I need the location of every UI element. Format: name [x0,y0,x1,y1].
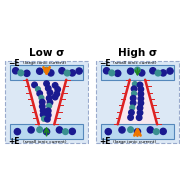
Text: +E: +E [99,137,110,146]
Text: −E: −E [8,59,20,67]
Circle shape [134,129,141,135]
Circle shape [139,70,145,76]
Text: (large ionic current): (large ionic current) [23,61,66,65]
Text: (large ionic current): (large ionic current) [114,140,157,144]
Circle shape [40,112,46,118]
Circle shape [115,70,121,76]
Circle shape [128,115,133,120]
Circle shape [18,70,24,76]
Circle shape [138,100,144,106]
Polygon shape [27,80,66,124]
Circle shape [130,105,135,110]
Circle shape [167,68,173,74]
Circle shape [150,68,156,74]
Circle shape [69,70,75,76]
Circle shape [45,108,51,114]
Circle shape [59,68,65,74]
Circle shape [137,110,143,115]
Circle shape [54,91,60,97]
Circle shape [36,87,40,92]
Circle shape [40,104,45,109]
Circle shape [45,112,51,118]
Circle shape [46,95,52,101]
Circle shape [37,127,43,132]
Circle shape [129,110,134,115]
Circle shape [56,127,63,133]
Circle shape [40,99,45,105]
Circle shape [64,70,70,76]
Circle shape [155,70,161,76]
Circle shape [37,68,43,74]
Circle shape [40,108,46,113]
Circle shape [119,127,125,133]
Circle shape [128,127,133,132]
Circle shape [55,87,61,92]
Circle shape [52,83,58,88]
Circle shape [43,129,50,135]
Circle shape [105,129,111,135]
Circle shape [48,70,54,76]
Bar [101,124,174,139]
Circle shape [138,86,144,92]
Circle shape [14,129,20,135]
Circle shape [47,104,52,108]
Title: Low σ: Low σ [29,48,64,58]
Circle shape [103,68,110,74]
Circle shape [44,81,49,86]
Circle shape [69,128,75,134]
Text: (small ionic current): (small ionic current) [114,61,157,65]
Circle shape [47,100,53,105]
Circle shape [63,129,68,134]
Circle shape [47,90,53,95]
Circle shape [130,100,136,106]
Circle shape [137,105,143,111]
Circle shape [37,91,43,96]
Circle shape [132,91,136,96]
Text: −E: −E [99,59,110,67]
Circle shape [131,86,137,91]
Circle shape [13,68,19,74]
Circle shape [138,96,144,101]
Circle shape [147,127,153,133]
Text: (small ionic current): (small ionic current) [23,140,66,144]
Circle shape [138,91,144,97]
Circle shape [109,70,115,76]
Circle shape [45,116,50,122]
Polygon shape [118,80,157,124]
Circle shape [45,86,51,91]
Circle shape [42,116,46,121]
Bar [10,65,83,80]
Circle shape [24,70,30,76]
Circle shape [153,129,159,134]
Circle shape [39,95,44,100]
Text: +E: +E [8,137,20,146]
Title: High σ: High σ [118,48,157,58]
Circle shape [137,82,143,88]
Circle shape [135,67,140,73]
Bar [101,65,174,80]
Circle shape [128,68,134,74]
Circle shape [130,95,136,101]
Circle shape [28,127,34,133]
Circle shape [52,94,58,100]
Bar [10,124,83,139]
Circle shape [76,68,82,74]
Circle shape [160,70,166,76]
Circle shape [136,115,142,120]
Circle shape [160,128,166,134]
Circle shape [32,82,37,88]
Circle shape [132,82,137,86]
Circle shape [44,67,49,73]
